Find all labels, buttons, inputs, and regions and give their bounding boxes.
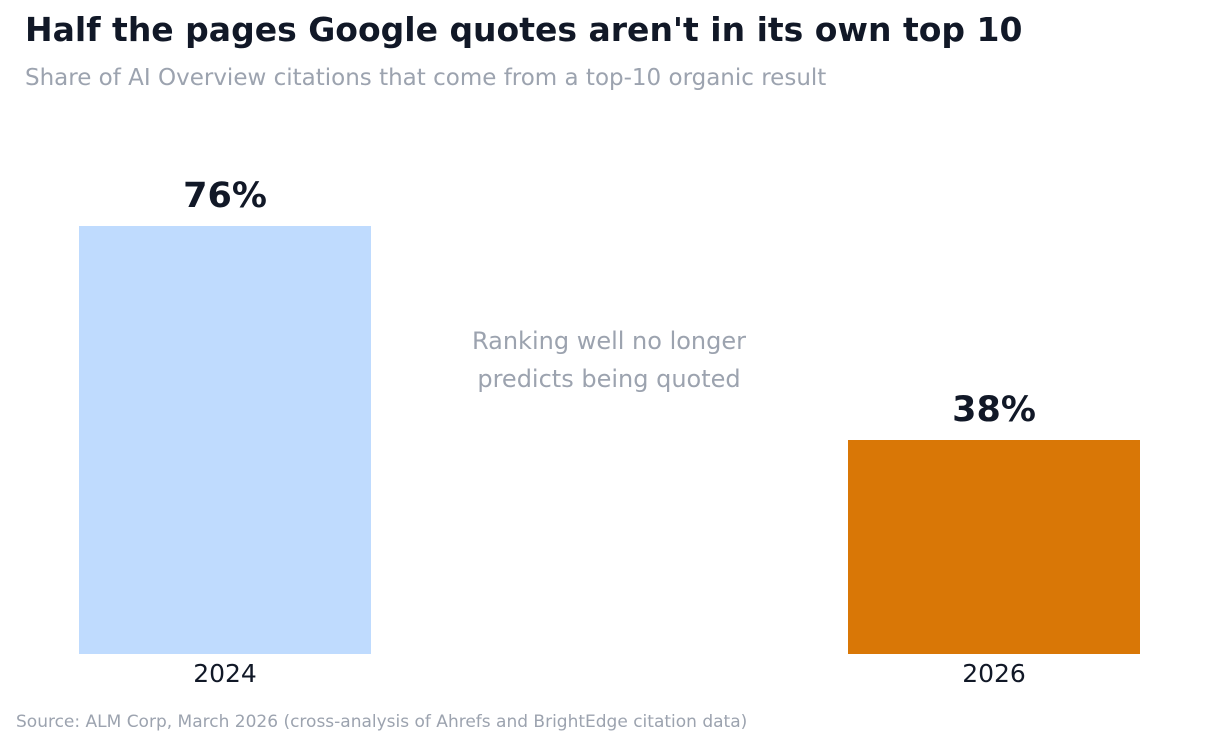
source-note: Source: ALM Corp, March 2026 (cross-anal… (16, 712, 748, 732)
labels-layer: 76% 2024 38% 2026 (183, 176, 1036, 688)
annotation-line: predicts being quoted (477, 365, 740, 393)
bar-2026 (848, 440, 1140, 654)
value-label-2024: 76% (183, 176, 267, 216)
category-label-2024: 2024 (193, 659, 257, 688)
annotation-line: Ranking well no longer (472, 327, 746, 355)
bar-2024 (79, 226, 371, 654)
chart-title: Half the pages Google quotes aren't in i… (25, 10, 1023, 49)
bars-layer (79, 226, 1140, 654)
value-label-2026: 38% (952, 390, 1036, 430)
category-label-2026: 2026 (962, 659, 1026, 688)
chart-subtitle: Share of AI Overview citations that come… (25, 65, 827, 91)
chart-annotation: Ranking well no longer predicts being quo… (472, 327, 746, 393)
